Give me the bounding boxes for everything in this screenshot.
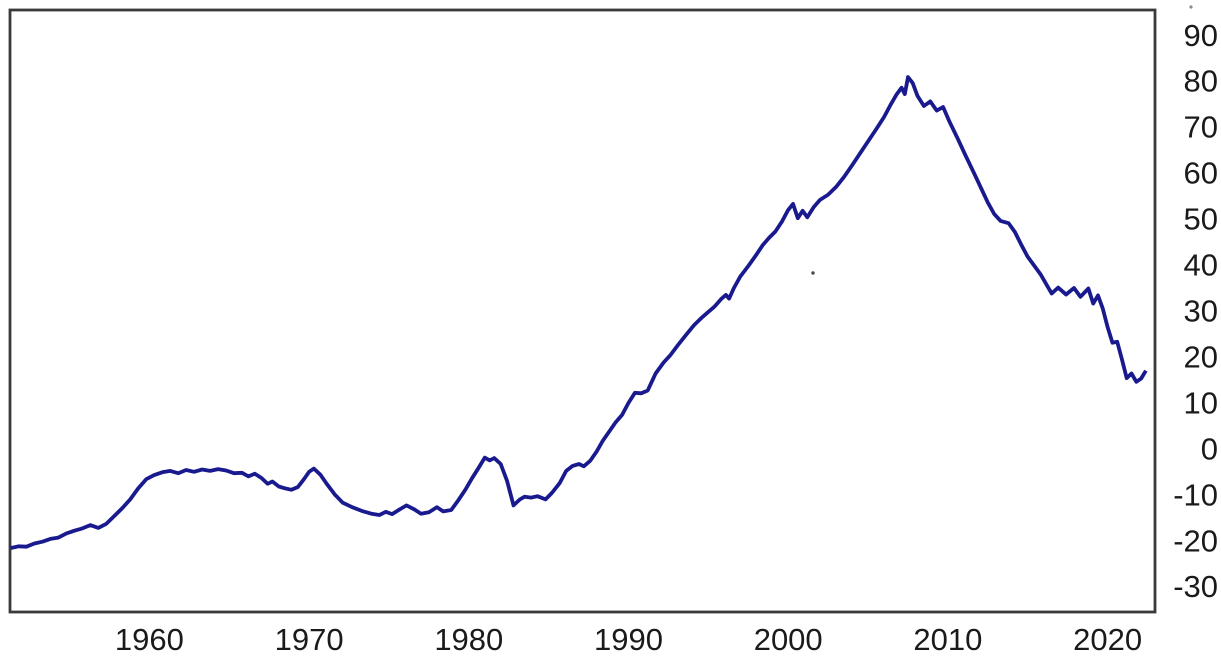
y-tick-label: 10 <box>1184 385 1218 420</box>
y-axis-labels: 90 80 70 60 50 40 30 20 10 0 -10 -20 -30 <box>1173 18 1218 604</box>
y-tick-label: 80 <box>1184 64 1218 99</box>
y-tick-label: -10 <box>1173 477 1218 512</box>
x-tick-label: 1990 <box>594 622 663 657</box>
x-tick-label: 1960 <box>115 622 184 657</box>
x-tick-label: 2010 <box>913 622 982 657</box>
y-tick-label: -30 <box>1173 569 1218 604</box>
x-tick-label: 2020 <box>1073 622 1142 657</box>
x-tick-label: 1970 <box>275 622 344 657</box>
artifact-dot <box>1189 5 1193 9</box>
y-tick-label: 70 <box>1184 110 1218 145</box>
y-tick-label: 60 <box>1184 156 1218 191</box>
y-tick-label: 20 <box>1184 340 1218 375</box>
y-tick-label: 0 <box>1201 431 1218 466</box>
y-tick-label: 50 <box>1184 202 1218 237</box>
y-tick-label: 30 <box>1184 294 1218 329</box>
x-axis-labels: 1960 1970 1980 1990 2000 2010 2020 <box>115 622 1142 657</box>
data-line <box>10 75 1148 550</box>
y-tick-label: 40 <box>1184 248 1218 283</box>
artifact-dots <box>811 5 1193 275</box>
x-tick-label: 2000 <box>754 622 823 657</box>
plot-border <box>8 8 1157 614</box>
y-tick-label: -20 <box>1173 523 1218 558</box>
plot-frame <box>8 8 1157 614</box>
y-tick-label: 90 <box>1184 18 1218 53</box>
x-tick-label: 1980 <box>434 622 503 657</box>
data-series <box>10 75 1148 550</box>
artifact-dot <box>811 271 815 275</box>
